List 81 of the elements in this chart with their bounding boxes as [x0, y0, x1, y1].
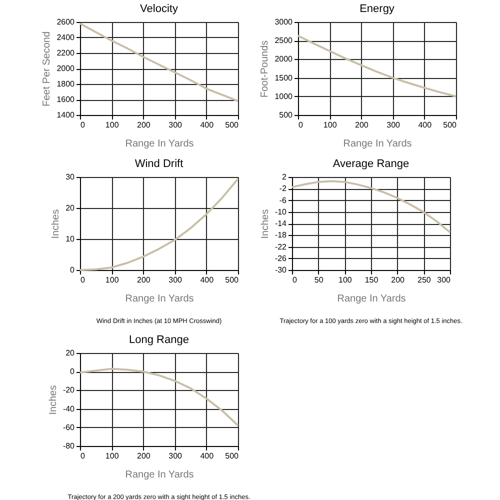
x-tick-label: 500	[225, 452, 240, 460]
x-axis-title: Range In Yards	[125, 138, 194, 150]
x-tick-label: 300	[168, 276, 183, 284]
x-tick-label: 200	[137, 120, 151, 130]
y-tick-label: 1800	[56, 80, 76, 88]
x-tick-label: 250	[417, 276, 432, 284]
y-axis-title: Feet Per Second	[42, 31, 53, 107]
x-tick-label: 400	[200, 120, 214, 130]
y-tick-label: 10	[66, 234, 76, 244]
x-axis-title: Range In Yards	[343, 138, 412, 150]
x-tick-label: 0	[298, 120, 304, 130]
chart-title: Average Range	[332, 158, 410, 170]
chart-title: Long Range	[129, 334, 189, 346]
y-tick-label: 2000	[274, 54, 294, 64]
x-tick-label: 300	[168, 120, 183, 130]
y-tick-label: 20	[66, 204, 76, 212]
x-tick-label: 500	[225, 276, 240, 284]
y-tick-label: -18	[274, 230, 288, 240]
chart-title: Velocity	[140, 3, 178, 15]
x-tick-label: 300	[437, 276, 452, 284]
y-tick-label: 1500	[274, 73, 294, 82]
x-tick-label: 500	[225, 120, 240, 130]
y-axis-title: Foot-Pounds	[260, 40, 271, 98]
x-tick-label: 0	[80, 276, 86, 284]
x-tick-label: 200	[355, 120, 369, 130]
x-tick-label: 100	[105, 452, 120, 460]
y-tick-label: 2600	[56, 18, 76, 26]
x-tick-label: 300	[386, 120, 401, 130]
y-tick-label: -60	[62, 422, 76, 432]
y-tick-label: -40	[62, 404, 76, 414]
y-axis-title: Inches	[260, 209, 271, 239]
x-tick-label: 200	[137, 276, 151, 284]
x-tick-label: 100	[323, 120, 338, 130]
y-tick-label: 2	[282, 172, 288, 182]
x-tick-label: 300	[168, 452, 183, 460]
y-tick-label: -6	[279, 196, 288, 205]
line-series	[297, 34, 457, 98]
x-tick-label: 100	[338, 276, 352, 284]
x-tick-label: 400	[200, 452, 214, 460]
y-tick-label: -10	[274, 207, 288, 216]
x-tick-label: 0	[80, 120, 86, 130]
x-tick-label: 100	[105, 276, 120, 284]
y-tick-label: 20	[66, 348, 76, 358]
y-tick-label: -22	[274, 242, 288, 252]
y-tick-label: 3000	[274, 18, 294, 26]
y-tick-label: 2000	[56, 64, 76, 73]
y-tick-label: -20	[62, 386, 76, 395]
y-tick-label: -30	[274, 266, 288, 274]
x-tick-label: 150	[364, 276, 379, 284]
chart-title: Wind Drift	[134, 158, 184, 170]
y-axis-title: Inches	[48, 385, 59, 415]
x-tick-label: 500	[443, 120, 458, 130]
x-axis-title: Range In Yards	[125, 294, 194, 304]
y-tick-label: 0	[70, 367, 76, 376]
y-tick-label: -80	[62, 442, 76, 450]
x-tick-label: 200	[137, 452, 151, 460]
x-axis-title: Range In Yards	[337, 294, 406, 304]
chart-title: Energy	[360, 3, 395, 15]
y-tick-label: 2400	[56, 33, 76, 42]
x-tick-label: 100	[105, 120, 120, 130]
y-axis-title: Inches	[50, 209, 62, 239]
y-tick-label: 500	[279, 110, 294, 120]
line-series	[79, 368, 239, 427]
x-tick-label: 400	[418, 120, 432, 130]
y-tick-label: 2200	[56, 48, 76, 58]
y-tick-label: 30	[66, 172, 76, 182]
x-axis-title: Range In Yards	[125, 470, 194, 480]
x-tick-label: 0	[80, 452, 86, 460]
line-series	[79, 178, 239, 271]
y-tick-label: -14	[274, 219, 288, 228]
y-tick-label: -26	[274, 254, 288, 263]
y-tick-label: 1400	[56, 110, 76, 120]
y-tick-label: 0	[70, 266, 76, 274]
x-tick-label: 50	[314, 276, 324, 284]
y-tick-label: -2	[279, 184, 288, 194]
y-tick-label: 1600	[56, 95, 76, 104]
x-tick-label: 400	[200, 276, 214, 284]
y-tick-label: 2500	[274, 36, 294, 46]
y-tick-label: 1000	[274, 92, 294, 101]
line-series	[291, 180, 451, 234]
x-tick-label: 200	[391, 276, 406, 284]
